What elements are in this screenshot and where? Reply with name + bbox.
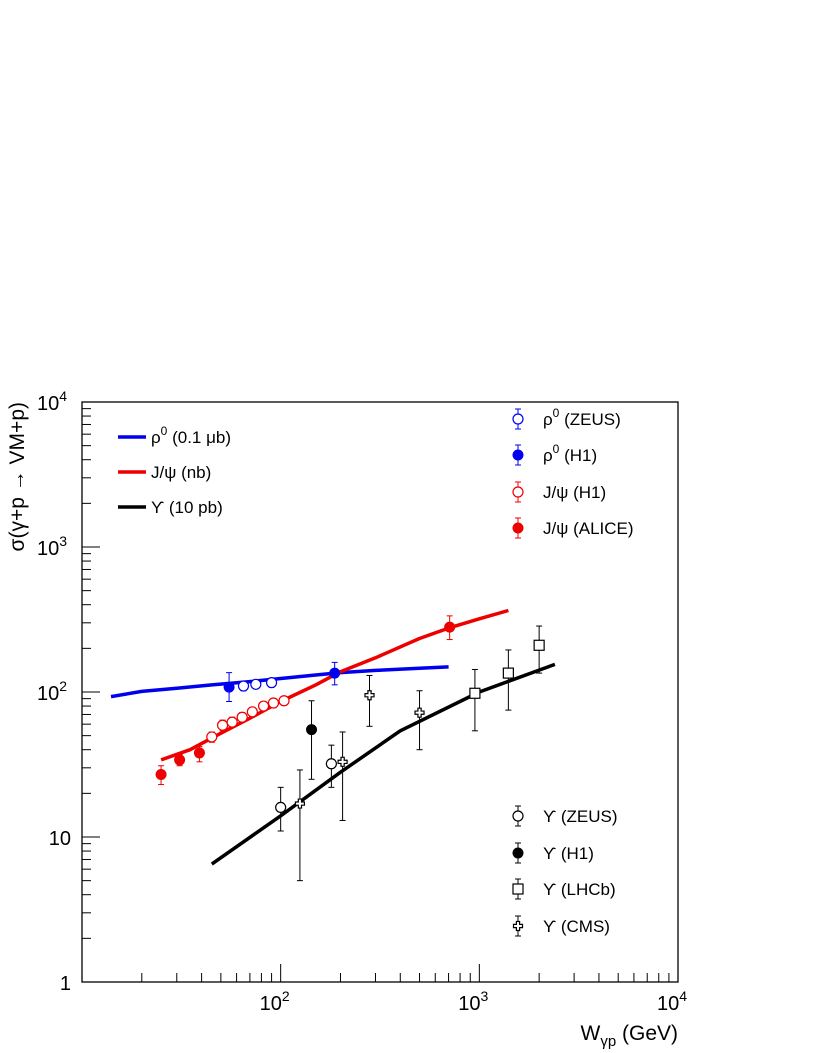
- legend-series-label: ρ0 (H1): [543, 442, 597, 465]
- data-point: [223, 681, 235, 693]
- data-point: [206, 731, 218, 743]
- data-point: [502, 667, 514, 679]
- curves-layer: [110, 608, 556, 866]
- data-point: [364, 690, 375, 701]
- y-tick-label: 104: [37, 388, 67, 415]
- legend-series-label: ϒ (H1): [543, 844, 594, 863]
- labels-layer: 102 103 104 1 10 102 103 104 Wγp (GeV) σ(γ+p → VM…: [6, 388, 687, 1050]
- data-point: [325, 758, 337, 770]
- data-point: [414, 707, 425, 718]
- legend-series-label: ϒ (LHCb): [543, 880, 616, 899]
- data-point: [226, 716, 238, 728]
- legend-series-label: ρ0 (ZEUS): [543, 406, 621, 429]
- data-point: [267, 697, 280, 709]
- y-tick-label: 102: [37, 678, 67, 705]
- data-point: [257, 700, 270, 712]
- x-tick-label: 102: [260, 988, 290, 1015]
- legend-marker: [512, 486, 524, 498]
- y-tick-label: 103: [37, 533, 67, 560]
- x-axis-label: Wγp (GeV): [580, 1022, 678, 1050]
- data-point: [174, 754, 186, 766]
- data-point: [265, 677, 278, 689]
- curve-line: [110, 665, 449, 699]
- data-point: [278, 695, 290, 707]
- x-tick-label: 104: [657, 988, 687, 1015]
- legend-marker: [512, 413, 524, 425]
- x-tick-label: 103: [458, 988, 488, 1015]
- data-point: [469, 687, 481, 699]
- data-point: [193, 747, 205, 759]
- data-point: [236, 711, 248, 723]
- legend-marker: [512, 920, 524, 932]
- legend-marker: [512, 522, 524, 534]
- data-point: [155, 768, 167, 780]
- data-point: [329, 667, 341, 679]
- y-axis-label: σ(γ+p → VM+p): [6, 402, 29, 552]
- data-point: [275, 801, 287, 814]
- y-tick-label: 10: [49, 828, 71, 850]
- data-point: [294, 798, 306, 809]
- data-point: [533, 639, 545, 651]
- legend-curve-label: ρ0 (0.1 μb): [151, 424, 231, 447]
- legend-layer: ρ0 (0.1 μb) J/ψ (nb) ϒ (10 pb) ρ0 (ZEUS) ρ0 …: [118, 406, 634, 937]
- legend-series-label: ϒ (CMS): [543, 917, 610, 936]
- data-point: [306, 724, 318, 736]
- data-point: [216, 719, 229, 731]
- legend-marker: [512, 449, 524, 461]
- legend-series-label: J/ψ (H1): [543, 483, 606, 502]
- data-point: [337, 756, 348, 767]
- y-tick-label: 1: [60, 973, 71, 995]
- data-point: [444, 621, 456, 633]
- legend-series-label: ϒ (ZEUS): [543, 807, 618, 826]
- legend-marker: [512, 883, 524, 895]
- curve-line: [210, 662, 556, 866]
- points-layer: [155, 615, 545, 882]
- legend-curve-label: ϒ (10 pb): [151, 498, 223, 517]
- legend-curve-label: J/ψ (nb): [151, 463, 211, 482]
- legend-series-label: J/ψ (ALICE): [543, 519, 634, 538]
- legend-marker: [512, 847, 524, 859]
- legend-marker: [512, 810, 524, 822]
- ticks-layer: [82, 408, 679, 982]
- data-point: [250, 678, 262, 690]
- data-point: [237, 680, 250, 692]
- data-point: [246, 706, 258, 718]
